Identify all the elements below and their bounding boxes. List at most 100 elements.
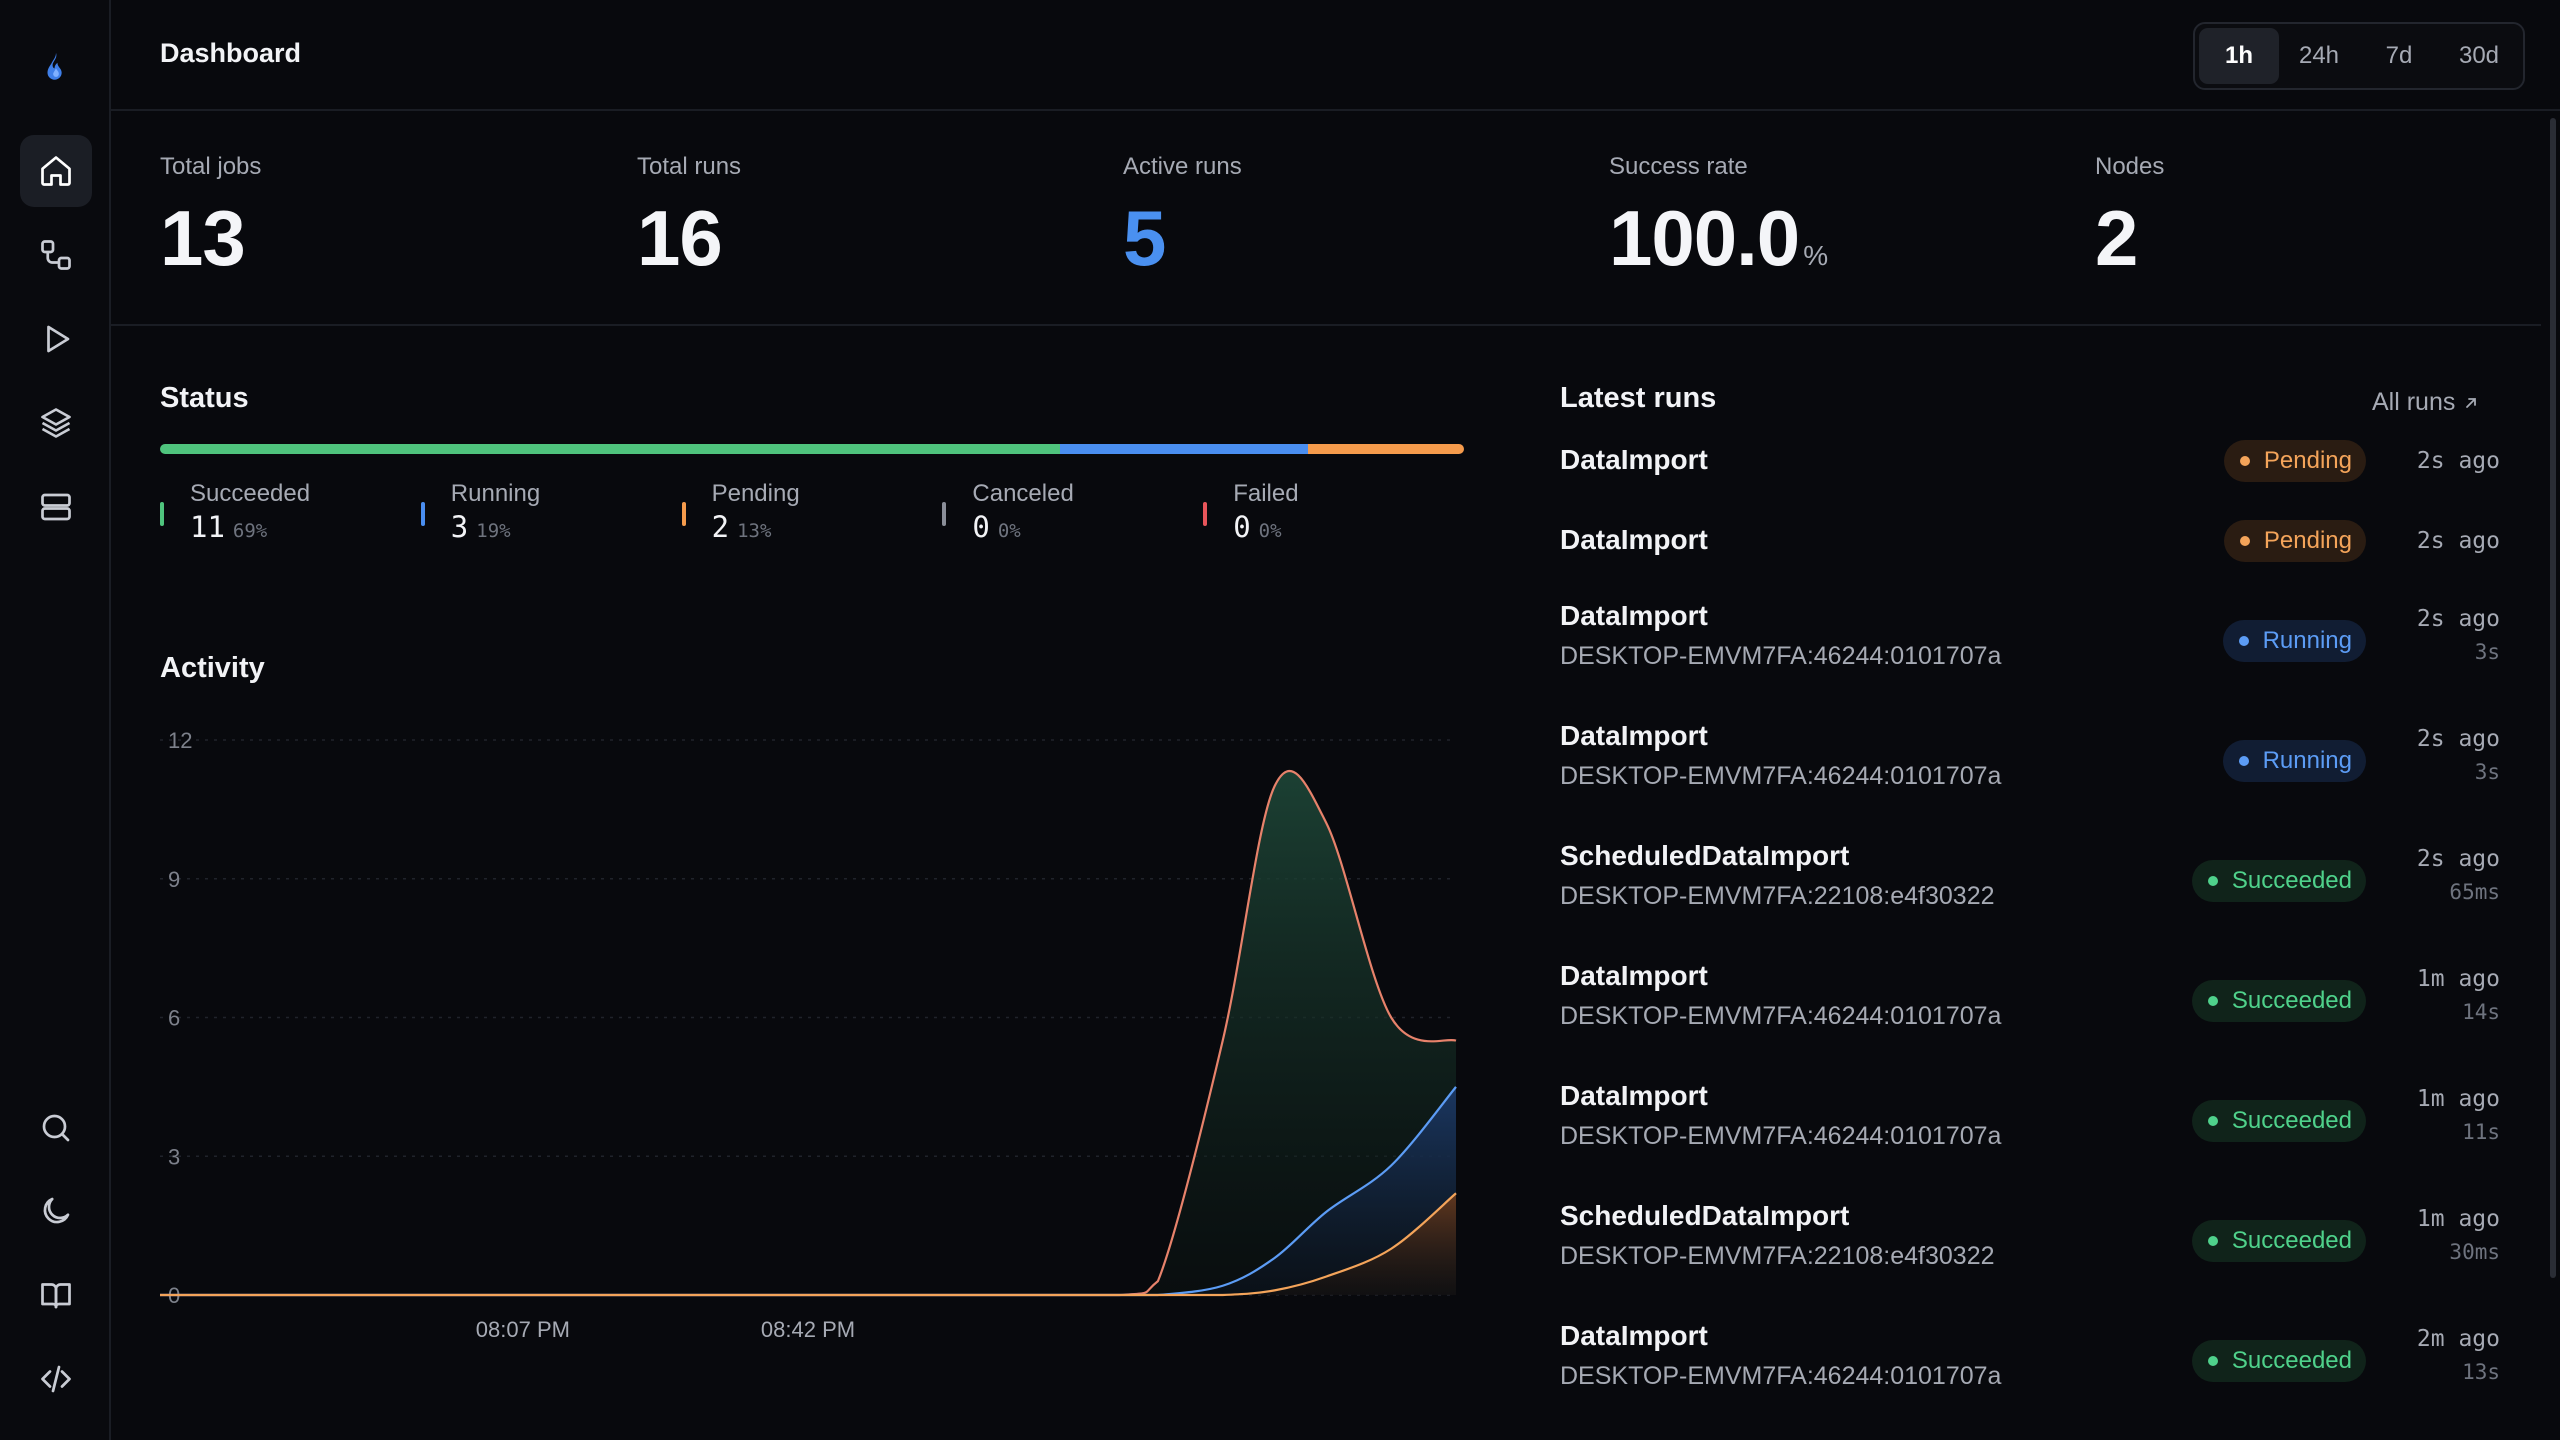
stat-total-runs: Total runs 16 <box>637 153 741 277</box>
status-legend: Succeeded 11 69% Running 3 19% Pending 2 13% Canc… <box>160 478 1464 548</box>
status-bar <box>160 444 1464 454</box>
status-badge: Succeeded <box>2191 1220 2366 1262</box>
status-name: Succeeded <box>190 480 311 507</box>
home-icon <box>41 156 71 186</box>
stat-value: 5 <box>1123 194 1166 282</box>
run-time-ago: 1m ago <box>2416 966 2500 992</box>
series-area <box>160 1086 1456 1295</box>
stat-success-rate: Success rate 100.0% <box>1609 153 1828 277</box>
status-bar-segment-succeeded <box>160 444 1060 454</box>
run-job-name: DataImport <box>1560 1080 1708 1111</box>
run-node-id: DESKTOP-EMVM7FA:46244:0101707a <box>1560 1362 2002 1390</box>
server-icon <box>41 493 71 521</box>
range-1h-button[interactable]: 1h <box>2199 28 2279 84</box>
workflow-icon <box>41 240 71 270</box>
theme-toggle-button[interactable] <box>20 1175 92 1247</box>
run-node-id: DESKTOP-EMVM7FA:46244:0101707a <box>1560 1122 2002 1150</box>
run-node-id: DESKTOP-EMVM7FA:22108:e4f30322 <box>1560 1242 1995 1270</box>
y-tick-label: 12 <box>168 728 192 753</box>
range-24h-button[interactable]: 24h <box>2298 42 2340 69</box>
status-count: 0 0% <box>972 510 1021 544</box>
activity-title: Activity <box>160 652 265 684</box>
status-badge: Pending <box>2223 440 2366 482</box>
book-icon <box>41 1283 71 1309</box>
moon-icon <box>43 1197 70 1224</box>
series-line <box>160 1192 1457 1297</box>
stat-nodes: Nodes 2 <box>2095 153 2164 277</box>
status-badge: Succeeded <box>2191 1340 2366 1382</box>
run-job-name: DataImport <box>1560 1320 1708 1351</box>
sidebar <box>0 0 111 1440</box>
run-time-ago: 2s ago <box>2416 846 2500 872</box>
status-color-marker <box>681 502 686 526</box>
status-badge: Succeeded <box>2191 980 2366 1022</box>
search-icon <box>42 1114 70 1142</box>
status-color-marker <box>160 502 164 526</box>
run-job-name: ScheduledDataImport <box>1560 840 1850 871</box>
status-count: 2 13% <box>711 510 772 544</box>
run-duration: 11s <box>2462 1120 2500 1144</box>
stat-value: 100.0% <box>1609 199 1828 277</box>
status-badge: Succeeded <box>2191 1100 2366 1142</box>
status-color-marker <box>942 502 947 526</box>
status-badge: Running <box>2222 620 2366 662</box>
status-percent: 19% <box>476 520 511 542</box>
status-percent: 0% <box>1258 520 1282 542</box>
latest-runs-title: Latest runs <box>1560 382 1717 414</box>
status-percent: 69% <box>232 520 268 542</box>
scrollbar[interactable] <box>2550 118 2556 1278</box>
y-tick-label: 9 <box>168 867 180 892</box>
docs-button[interactable] <box>20 1259 92 1331</box>
code-icon <box>41 1365 71 1393</box>
time-range-selector: 1h 24h 7d 30d <box>2193 22 2525 90</box>
search-button[interactable] <box>20 1092 92 1164</box>
run-duration: 3s <box>2474 640 2500 664</box>
status-bar-segment-pending <box>1307 444 1464 454</box>
run-duration: 13s <box>2462 1360 2500 1384</box>
top-bar: Dashboard 1h 24h 7d 30d <box>111 0 2560 111</box>
stat-number: 100.0 <box>1609 194 1800 282</box>
sidebar-item-home[interactable] <box>20 135 92 207</box>
sidebar-item-jobs[interactable] <box>20 387 92 459</box>
status-color-marker <box>420 502 425 526</box>
play-icon <box>47 325 70 353</box>
run-time-ago: 2s ago <box>2416 726 2500 752</box>
status-name: Pending <box>711 480 800 507</box>
stat-label: Total runs <box>637 153 742 180</box>
run-time-ago: 2s ago <box>2416 606 2500 632</box>
all-runs-link[interactable]: All runs <box>2372 388 2479 417</box>
run-job-name: DataImport <box>1560 960 1708 991</box>
status-name: Failed <box>1233 480 1299 507</box>
run-job-name: ScheduledDataImport <box>1560 1200 1850 1231</box>
range-30d-button[interactable]: 30d <box>2458 42 2500 69</box>
stat-value: 2 <box>2095 194 2138 282</box>
x-tick-label: 08:42 PM <box>761 1317 855 1342</box>
status-count: 3 19% <box>450 510 511 544</box>
stat-value: 13 <box>160 194 246 282</box>
range-7d-button[interactable]: 7d <box>2385 42 2413 69</box>
run-job-name: DataImport <box>1560 600 1708 631</box>
status-name: Running <box>450 480 541 507</box>
sidebar-item-nodes[interactable] <box>20 471 92 543</box>
stats-row: Total jobs 13 Total runs 16 Active runs … <box>111 111 2541 326</box>
status-badge: Running <box>2222 740 2366 782</box>
stat-active-runs: Active runs 5 <box>1123 153 1242 277</box>
stat-value: 16 <box>637 194 723 282</box>
sidebar-item-runs[interactable] <box>20 303 92 375</box>
status-color-marker <box>1203 502 1208 526</box>
sidebar-item-workflows[interactable] <box>20 219 92 291</box>
run-duration: 3s <box>2474 760 2500 784</box>
run-duration: 14s <box>2462 1000 2500 1024</box>
page-title: Dashboard <box>160 38 302 68</box>
flame-icon[interactable] <box>33 44 79 90</box>
run-job-name: DataImport <box>1560 444 1708 475</box>
series-area <box>160 770 1456 1295</box>
stat-label: Active runs <box>1123 153 1242 180</box>
stat-total-jobs: Total jobs 13 <box>160 153 261 277</box>
status-count: 0 0% <box>1233 510 1282 544</box>
stat-label: Nodes <box>2095 153 2165 180</box>
api-button[interactable] <box>20 1343 92 1415</box>
layers-icon <box>41 408 71 438</box>
run-node-id: DESKTOP-EMVM7FA:46244:0101707a <box>1560 762 2002 790</box>
